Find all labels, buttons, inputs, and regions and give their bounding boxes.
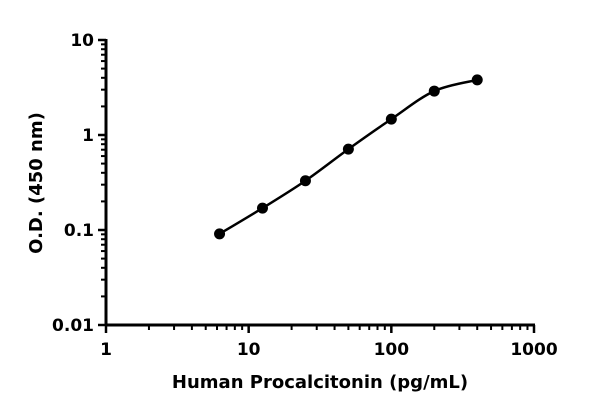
data-point (342, 143, 354, 155)
axes: 1 10 100 1000 0.01 0.1 1 10 (52, 31, 558, 360)
y-tick-label: 0.01 (52, 316, 94, 336)
data-point (428, 85, 440, 97)
data-point (385, 113, 397, 125)
x-tick-label: 10 (237, 340, 261, 360)
data-point (471, 74, 483, 86)
x-tick-label: 1 (100, 340, 112, 360)
y-tick-label: 10 (70, 31, 94, 51)
data-point (214, 228, 226, 240)
x-tick-label: 100 (374, 340, 410, 360)
y-axis-title: O.D. (450 nm) (26, 112, 47, 254)
y-tick-label: 1 (82, 126, 94, 146)
data-point (256, 202, 268, 214)
data-point (299, 175, 311, 187)
x-tick-label: 1000 (510, 340, 557, 360)
x-axis-title: Human Procalcitonin (pg/mL) (172, 372, 468, 393)
y-tick-label: 0.1 (64, 221, 94, 241)
data-points (214, 74, 483, 240)
